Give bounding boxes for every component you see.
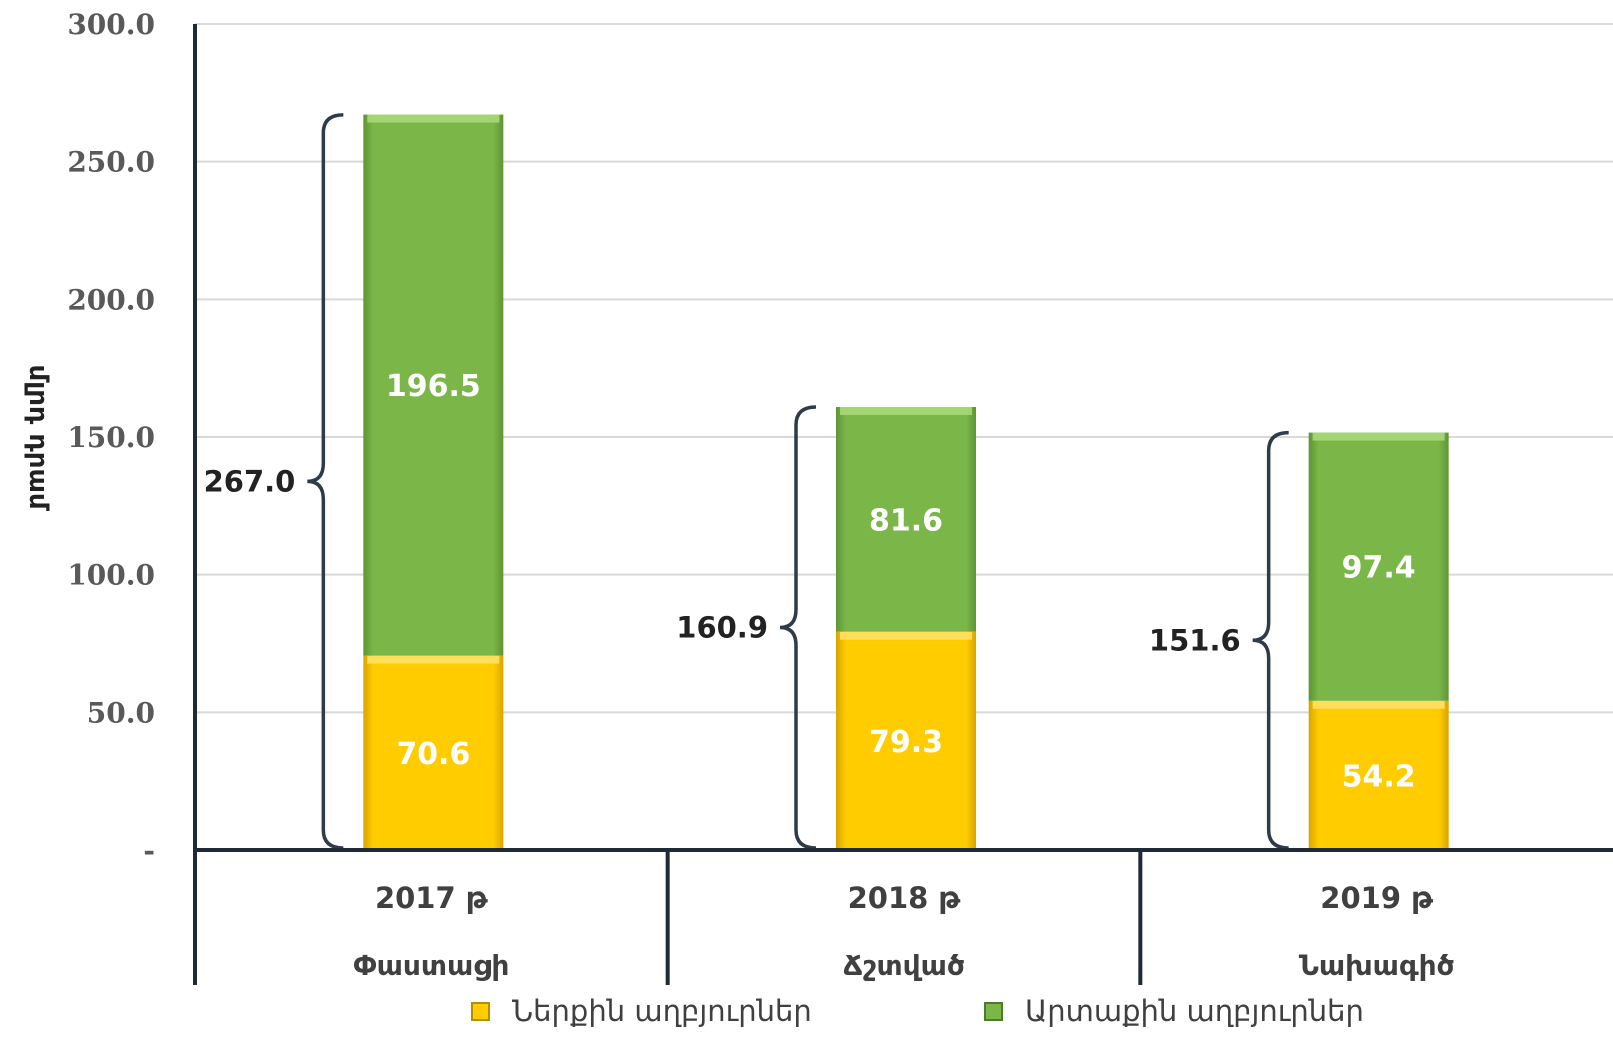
legend-swatch: [471, 1002, 490, 1021]
total-label: 160.9: [676, 610, 768, 644]
bars: 70.6 196.5 267.0 79.3 81.6 160.9 54.2 97.4 151.6: [204, 113, 1449, 850]
category-type-label: Նախագիծ: [1299, 949, 1455, 982]
category-year-label: 2019 թ: [1320, 881, 1433, 915]
legend-swatch: [984, 1002, 1003, 1021]
y-axis-ticks: - 50.0 100.0 150.0 200.0 250.0 300.0: [67, 8, 155, 867]
category-type-label: Փաստացի: [353, 949, 509, 982]
bar-segment: [836, 631, 976, 850]
legend-label: Ներքին աղբյուրներ: [512, 994, 812, 1028]
y-tick-label: 150.0: [67, 421, 155, 454]
y-tick-label: 250.0: [67, 146, 155, 179]
legend-label: Արտաքին աղբյուրներ: [1025, 994, 1364, 1028]
bar-segment: [836, 406, 976, 632]
axes: [193, 24, 1613, 985]
y-axis-label: մլրդ դրամ: [23, 364, 53, 511]
bar-segment-highlight: [840, 631, 972, 640]
total-label: 151.6: [1149, 623, 1241, 657]
data-label: 79.3: [869, 725, 943, 760]
data-label: 196.5: [386, 369, 481, 404]
total-brace: [779, 405, 817, 850]
bar-segment-highlight: [1312, 700, 1445, 709]
y-tick-label: 300.0: [67, 8, 155, 41]
category-year-label: 2018 թ: [848, 881, 961, 915]
category-labels: 2017 թ Փաստացի 2018 թ Ճշտված 2019 թ Նախագիծ: [353, 881, 1454, 982]
category-year-label: 2017 թ: [375, 881, 488, 915]
total-brace: [1252, 430, 1289, 850]
bar-segment-highlight: [367, 114, 500, 123]
data-label: 70.6: [396, 737, 470, 772]
bar-segment: [363, 655, 504, 850]
bar-segment: [1308, 432, 1449, 701]
y-tick-label: -: [143, 834, 155, 867]
bar-segment-highlight: [1312, 432, 1445, 441]
y-tick-label: 50.0: [87, 696, 155, 729]
total-brace: [307, 113, 344, 850]
bar-segment-highlight: [367, 655, 500, 664]
bar-segment-highlight: [840, 406, 972, 415]
y-tick-label: 100.0: [67, 559, 155, 592]
total-label: 267.0: [204, 464, 296, 498]
data-label: 97.4: [1342, 551, 1416, 586]
y-tick-label: 200.0: [67, 283, 155, 316]
category-type-label: Ճշտված: [843, 949, 965, 982]
data-label: 54.2: [1342, 759, 1416, 794]
legend: Ներքին աղբյուրներ Արտաքին աղբյուրներ: [471, 994, 1364, 1028]
bar-segment: [363, 114, 504, 656]
data-label: 81.6: [869, 503, 943, 538]
bar-segment: [1308, 700, 1449, 850]
